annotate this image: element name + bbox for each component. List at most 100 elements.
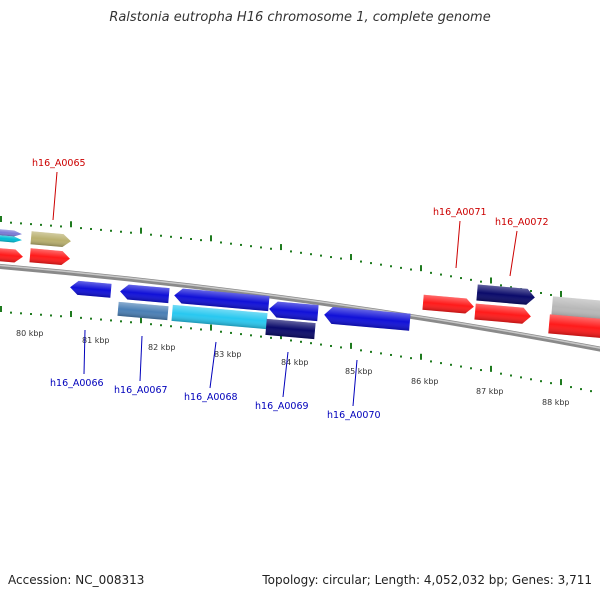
minor-tick bbox=[30, 313, 32, 316]
gene-label: h16_A0067 bbox=[114, 385, 168, 396]
minor-tick bbox=[370, 262, 372, 265]
gene-feature bbox=[29, 248, 70, 266]
minor-tick bbox=[250, 245, 252, 248]
gene-feature-shade bbox=[324, 306, 411, 331]
minor-tick bbox=[60, 315, 62, 318]
minor-tick bbox=[100, 318, 102, 321]
minor-tick bbox=[270, 336, 272, 339]
minor-tick bbox=[400, 266, 402, 269]
backbone-line bbox=[0, 263, 600, 352]
minor-tick bbox=[180, 236, 182, 239]
minor-tick bbox=[10, 221, 12, 224]
major-tick bbox=[420, 265, 422, 272]
gene-label: h16_A0065 bbox=[32, 158, 86, 169]
tick-label: 81 kbp bbox=[82, 336, 110, 345]
minor-tick bbox=[570, 386, 572, 389]
minor-tick bbox=[510, 286, 512, 289]
minor-tick bbox=[520, 376, 522, 379]
minor-tick bbox=[260, 335, 262, 338]
gene-feature-shade bbox=[30, 231, 71, 248]
minor-tick bbox=[290, 339, 292, 342]
gene-label: h16_A0068 bbox=[184, 392, 238, 403]
minor-tick bbox=[470, 367, 472, 370]
minor-tick bbox=[20, 312, 22, 315]
gene-feature bbox=[476, 284, 535, 305]
major-tick bbox=[210, 324, 212, 331]
feature-track bbox=[0, 228, 600, 340]
minor-tick bbox=[60, 225, 62, 228]
minor-tick bbox=[230, 242, 232, 245]
minor-tick bbox=[550, 382, 552, 385]
minor-tick bbox=[580, 388, 582, 391]
minor-tick bbox=[190, 237, 192, 240]
minor-tick bbox=[540, 291, 542, 294]
major-tick bbox=[210, 235, 212, 242]
minor-tick bbox=[320, 254, 322, 257]
tick-label: 80 kbp bbox=[16, 329, 44, 338]
minor-tick bbox=[130, 321, 132, 324]
tick-label: 88 kbp bbox=[542, 398, 570, 407]
major-tick bbox=[70, 311, 72, 318]
minor-tick bbox=[270, 247, 272, 250]
inner-tick-ring bbox=[0, 306, 592, 393]
major-tick bbox=[280, 244, 282, 251]
minor-tick bbox=[80, 227, 82, 230]
minor-tick bbox=[340, 346, 342, 349]
minor-tick bbox=[300, 340, 302, 343]
chromosome-backbone bbox=[0, 263, 600, 352]
minor-tick bbox=[150, 233, 152, 236]
minor-tick bbox=[30, 223, 32, 226]
minor-tick bbox=[230, 331, 232, 334]
gene-feature-shade bbox=[548, 314, 600, 338]
minor-tick bbox=[440, 362, 442, 365]
gene-feature-shade bbox=[29, 248, 70, 266]
gene-feature-shade bbox=[171, 304, 268, 330]
gene-label-leader bbox=[282, 351, 289, 398]
gene-feature bbox=[324, 306, 411, 331]
minor-tick bbox=[460, 365, 462, 368]
major-tick bbox=[490, 277, 492, 284]
gene-feature-shade bbox=[120, 284, 170, 304]
minor-tick bbox=[440, 273, 442, 276]
gene-feature-shade bbox=[551, 296, 600, 321]
minor-tick bbox=[530, 290, 532, 293]
minor-tick bbox=[360, 349, 362, 352]
tick-label: 85 kbp bbox=[345, 367, 373, 376]
gene-label-leader bbox=[352, 359, 358, 407]
gene-label-leader bbox=[83, 329, 86, 375]
gene-feature-shade bbox=[265, 318, 316, 340]
minor-tick bbox=[170, 325, 172, 328]
major-tick bbox=[140, 227, 142, 234]
major-tick bbox=[490, 365, 492, 372]
major-tick bbox=[420, 353, 422, 360]
minor-tick bbox=[300, 251, 302, 254]
minor-tick bbox=[200, 239, 202, 242]
minor-tick bbox=[180, 326, 182, 329]
accession-label: Accession: NC_008313 bbox=[8, 573, 145, 587]
minor-tick bbox=[380, 263, 382, 266]
minor-tick bbox=[470, 278, 472, 281]
gene-feature bbox=[269, 301, 319, 322]
gene-feature-shade bbox=[474, 303, 531, 324]
gene-feature bbox=[174, 288, 270, 312]
minor-tick bbox=[10, 311, 12, 314]
gene-feature-shade bbox=[269, 301, 319, 322]
minor-tick bbox=[40, 313, 42, 316]
gene-label-leader bbox=[139, 335, 143, 382]
gene-feature bbox=[548, 314, 600, 338]
minor-tick bbox=[500, 284, 502, 287]
minor-tick bbox=[390, 265, 392, 268]
minor-tick bbox=[390, 353, 392, 356]
minor-tick bbox=[530, 378, 532, 381]
minor-tick bbox=[330, 256, 332, 259]
minor-tick bbox=[40, 223, 42, 226]
major-tick bbox=[560, 290, 562, 297]
minor-tick bbox=[550, 293, 552, 296]
minor-tick bbox=[400, 355, 402, 358]
backbone-highlight bbox=[0, 264, 600, 349]
gene-label-leader bbox=[52, 171, 58, 221]
gene-feature-shade bbox=[0, 228, 22, 237]
gene-label: h16_A0072 bbox=[495, 217, 549, 228]
major-tick bbox=[350, 254, 352, 261]
